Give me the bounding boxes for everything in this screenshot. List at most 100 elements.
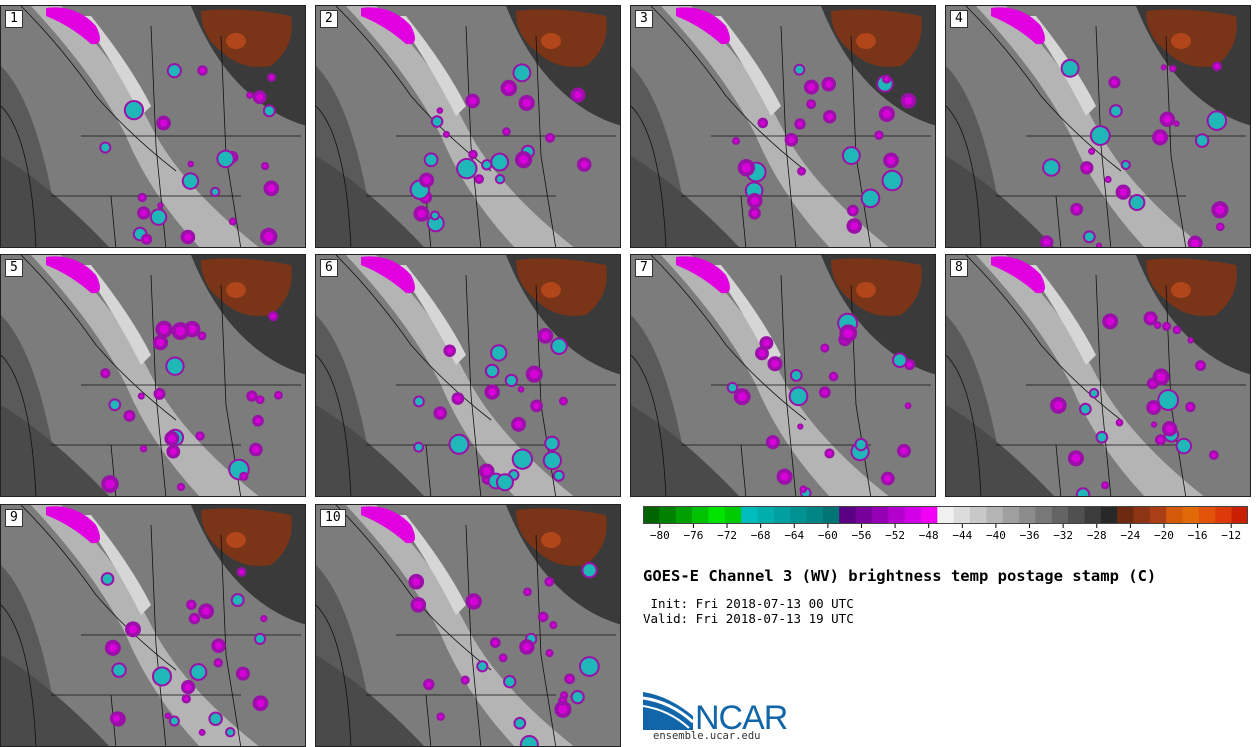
cell-core (900, 447, 908, 455)
colorbar-tick-label: −12 (1221, 529, 1241, 542)
warm-core (226, 282, 246, 298)
cell-core (506, 375, 517, 386)
cell-core (270, 313, 276, 319)
cell-core (167, 358, 183, 374)
cell-core (438, 714, 443, 719)
member-panel-4[interactable]: 4 (945, 5, 1251, 248)
member-panel-8[interactable]: 8 (945, 254, 1251, 497)
cell-core (1156, 372, 1166, 382)
warm-core (1171, 33, 1191, 49)
cell-core (1208, 112, 1226, 129)
cell-core (450, 435, 468, 453)
cell-core (780, 472, 789, 481)
warm-core (226, 33, 246, 49)
colorbar-swatch (1068, 506, 1085, 524)
cell-core (255, 634, 265, 643)
cell-core (522, 642, 531, 651)
colorbar-swatch (741, 506, 758, 524)
moist-band (346, 505, 574, 746)
wv-map-4 (946, 6, 1250, 247)
convective-cells (99, 63, 280, 246)
panel-label: 2 (320, 10, 338, 28)
cell-core (1106, 177, 1110, 182)
cell-core (1077, 489, 1089, 496)
border-line (316, 105, 352, 247)
cell-core (1175, 122, 1178, 125)
moist-band (346, 255, 574, 496)
cell-core (827, 450, 832, 456)
colorbar-swatch (757, 506, 775, 524)
cell-core (255, 417, 261, 424)
cell-core (807, 83, 816, 92)
cell-core (497, 475, 512, 490)
cell-core (463, 677, 468, 683)
cell-core (787, 136, 795, 144)
cell-core (239, 669, 247, 678)
cell-core (1106, 317, 1115, 326)
cell-core (1218, 224, 1223, 229)
border-line (1055, 195, 1062, 247)
colorbar-swatch (855, 506, 873, 524)
border-line (335, 255, 492, 421)
cell-core (1215, 205, 1225, 215)
cell-core (156, 390, 163, 397)
member-panel-5[interactable]: 5 (0, 254, 306, 497)
valid-time: Valid: Fri 2018-07-13 19 UTC (643, 611, 854, 626)
cell-core (758, 349, 766, 357)
cell-core (547, 651, 552, 655)
warm-region (831, 258, 922, 316)
member-panel-1[interactable]: 1 (0, 5, 306, 248)
colorbar-tick-label: −32 (1053, 529, 1073, 542)
panel-label: 1 (5, 10, 23, 28)
colorbar-tick-label: −36 (1020, 529, 1040, 542)
figure-title: GOES-E Channel 3 (WV) brightness temp po… (643, 567, 1157, 585)
moist-band (31, 505, 259, 746)
member-panel-3[interactable]: 3 (630, 5, 936, 248)
border-line (1165, 35, 1187, 247)
cell-core (1174, 327, 1179, 332)
member-panel-7[interactable]: 7 (630, 254, 936, 497)
colorbar-tick-label: −60 (818, 529, 838, 542)
cell-core (263, 164, 267, 168)
border-line (631, 105, 667, 247)
border-line (631, 354, 667, 496)
colorbar-swatch (1117, 506, 1135, 524)
cell-core (201, 607, 211, 616)
colorbar-tick-label: −64 (784, 529, 804, 542)
warm-region (516, 258, 607, 316)
cell-core (267, 184, 276, 193)
cell-core (187, 324, 197, 334)
cell-core (269, 75, 274, 80)
border-line (425, 694, 432, 746)
cell-core (227, 729, 234, 736)
cell-core (191, 665, 206, 679)
border-line (465, 25, 482, 247)
cell-core (884, 76, 889, 82)
colorbar-swatch (1100, 506, 1118, 524)
colorbar-tick-label: −24 (1120, 529, 1140, 542)
colorbar-tick-label: −40 (986, 529, 1006, 542)
cell-core (561, 399, 566, 404)
cell-core (478, 662, 487, 671)
cell-core (856, 439, 866, 450)
cell-core (470, 152, 476, 157)
wv-map-8 (946, 255, 1250, 496)
colorbar-swatch (724, 506, 742, 524)
political-borders (316, 505, 616, 746)
member-panel-10[interactable]: 10 (315, 504, 621, 747)
member-panel-9[interactable]: 9 (0, 504, 306, 747)
cell-core (514, 420, 523, 429)
cell-core (128, 625, 138, 634)
cell-core (751, 210, 758, 217)
cell-core (151, 210, 166, 224)
colorbar-swatch (1019, 506, 1036, 524)
cell-core (252, 446, 260, 454)
cell-core (415, 397, 423, 406)
political-borders (631, 6, 931, 247)
cell-core (906, 404, 910, 408)
dry-region-southwest (631, 405, 740, 496)
convective-cells (1039, 58, 1229, 247)
member-panel-6[interactable]: 6 (315, 254, 621, 497)
member-panel-2[interactable]: 2 (315, 5, 621, 248)
cell-core (791, 371, 801, 380)
